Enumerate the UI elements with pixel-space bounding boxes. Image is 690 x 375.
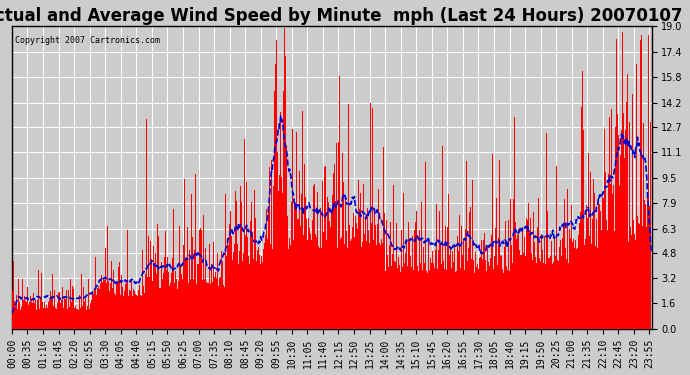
Title: Actual and Average Wind Speed by Minute  mph (Last 24 Hours) 20070107: Actual and Average Wind Speed by Minute …: [0, 7, 682, 25]
Text: Copyright 2007 Cartronics.com: Copyright 2007 Cartronics.com: [15, 36, 160, 45]
